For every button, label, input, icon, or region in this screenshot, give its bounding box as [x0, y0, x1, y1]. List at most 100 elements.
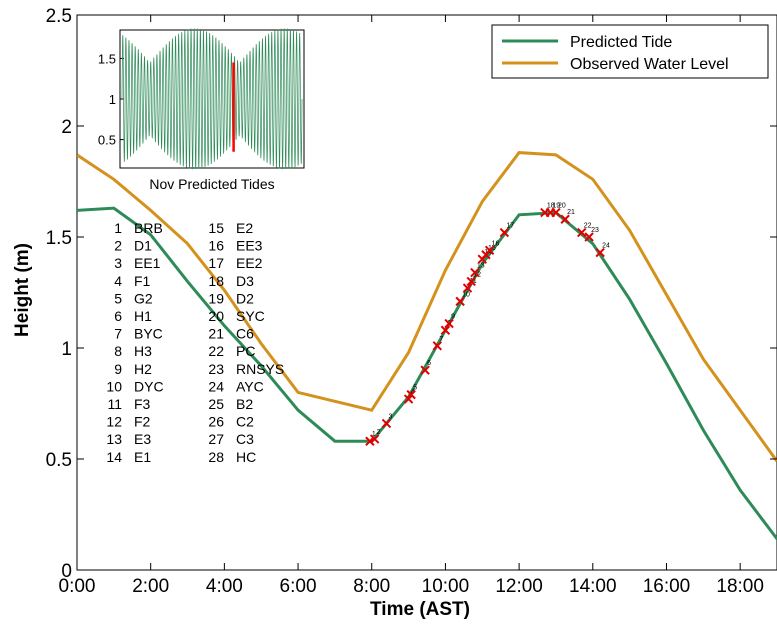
sample-cross-b	[420, 365, 430, 375]
station-number: 27	[208, 431, 224, 447]
sample-cross-b	[455, 296, 465, 307]
station-name: EE1	[134, 255, 161, 271]
sample-cross-b	[584, 232, 594, 242]
sample-point-1: 1	[365, 431, 376, 446]
sample-cross-b	[595, 247, 605, 258]
sample-point-label: 3	[388, 413, 392, 420]
x-tick-label: 10:00	[422, 576, 470, 597]
sample-point-13: 13	[470, 263, 485, 278]
sample-point-label: 19	[552, 203, 560, 210]
y-axis-label: Height (m)	[12, 243, 33, 337]
sample-point-label: 7	[439, 336, 443, 343]
sample-cross-b	[444, 318, 454, 329]
station-number: 6	[114, 308, 122, 324]
series-line-predicted-tide	[77, 206, 777, 540]
station-name: D3	[236, 273, 254, 289]
station-name: PC	[236, 343, 255, 359]
sample-point-label: 13	[477, 263, 485, 270]
station-name: E3	[134, 431, 151, 447]
station-number: 10	[106, 378, 122, 394]
sample-points-layer: 123456789101112131415161718192021222324	[365, 203, 610, 446]
x-tick-label: 0:00	[59, 576, 96, 597]
station-name: G2	[134, 290, 153, 306]
station-name: E1	[134, 449, 151, 465]
sample-cross-b	[440, 325, 451, 335]
station-number: 4	[114, 273, 122, 289]
sample-point-17: 17	[499, 223, 514, 238]
station-name: C6	[236, 326, 254, 342]
x-tick-label: 14:00	[569, 576, 617, 597]
inset-y-tick-label: 1.5	[98, 51, 116, 66]
station-number: 8	[114, 343, 122, 359]
station-name: F3	[134, 396, 151, 412]
y-tick-label: 0	[61, 561, 72, 582]
station-name: D1	[134, 238, 152, 254]
series-line-observed-water-level	[77, 151, 777, 463]
sample-point-label: 22	[584, 223, 592, 230]
x-tick-label: 2:00	[132, 576, 169, 597]
station-number: 11	[107, 396, 122, 412]
inset-y-tick-label: 0.5	[98, 133, 116, 148]
inset-y-tick-label: 1	[109, 92, 116, 107]
station-name: H2	[134, 361, 152, 377]
sample-cross-b	[369, 434, 380, 444]
sample-cross-b	[577, 227, 587, 238]
legend: Predicted Tide Observed Water Level	[491, 24, 769, 79]
station-name: H1	[134, 308, 152, 324]
station-number: 9	[114, 361, 122, 377]
x-tick-label: 12:00	[495, 576, 543, 597]
sample-point-label: 23	[591, 227, 599, 234]
station-name: AYC	[236, 378, 264, 394]
station-number: 22	[208, 343, 224, 359]
sample-point-label: 5	[413, 385, 417, 392]
x-tick-label: 6:00	[280, 576, 317, 597]
sample-point-2: 2	[369, 429, 381, 444]
chart-frame	[76, 14, 777, 571]
plot-frame	[76, 14, 777, 571]
station-name: B2	[236, 396, 253, 412]
station-name: D2	[236, 290, 254, 306]
sample-point-22: 22	[577, 223, 592, 238]
sample-cross-b	[551, 207, 561, 218]
y-tick-label: 2.5	[46, 6, 72, 27]
x-tick-label: 18:00	[716, 576, 764, 597]
sample-point-label: 17	[506, 223, 514, 230]
x-axis-label: Time (AST)	[370, 599, 470, 620]
axes-layer: 0:00 2:00 4:00 6:00 8:00 10:00 12:00 14:00 16:00…	[46, 6, 777, 597]
station-number: 26	[208, 414, 224, 430]
x-tick-label: 16:00	[643, 576, 691, 597]
legend-label-1: Observed Water Level	[570, 56, 729, 73]
inset-tide-signal	[121, 28, 303, 170]
sample-point-label: 2	[377, 429, 381, 436]
station-name: H3	[134, 343, 152, 359]
station-number: 7	[114, 326, 122, 342]
sample-cross-b	[406, 389, 416, 400]
sample-point-3: 3	[381, 413, 392, 429]
station-number: 23	[208, 361, 224, 377]
sample-cross-b	[432, 341, 443, 351]
sample-cross-b	[381, 418, 392, 429]
sample-cross-b	[365, 436, 375, 446]
station-name: F2	[134, 414, 151, 430]
y-tick-label: 1	[61, 339, 72, 360]
sample-point-23: 23	[584, 227, 599, 242]
sample-point-21: 21	[560, 209, 575, 224]
inset-caption: Nov Predicted Tides	[149, 176, 274, 192]
sample-point-label: 10	[462, 291, 470, 298]
sample-cross-b	[466, 276, 476, 287]
station-number: 15	[208, 220, 224, 236]
legend-box	[491, 24, 769, 79]
station-name: C3	[236, 431, 254, 447]
sample-point-label: 16	[492, 240, 500, 247]
sample-point-16: 16	[484, 240, 500, 256]
sample-point-10: 10	[455, 291, 470, 307]
sample-point-label: 20	[558, 203, 566, 210]
station-number: 20	[208, 308, 224, 324]
station-number: 19	[208, 290, 224, 306]
sample-point-11: 11	[462, 278, 477, 293]
station-number: 25	[208, 396, 224, 412]
x-tick-label: 8:00	[353, 576, 390, 597]
station-number: 5	[114, 290, 122, 306]
station-name: HC	[236, 449, 256, 465]
